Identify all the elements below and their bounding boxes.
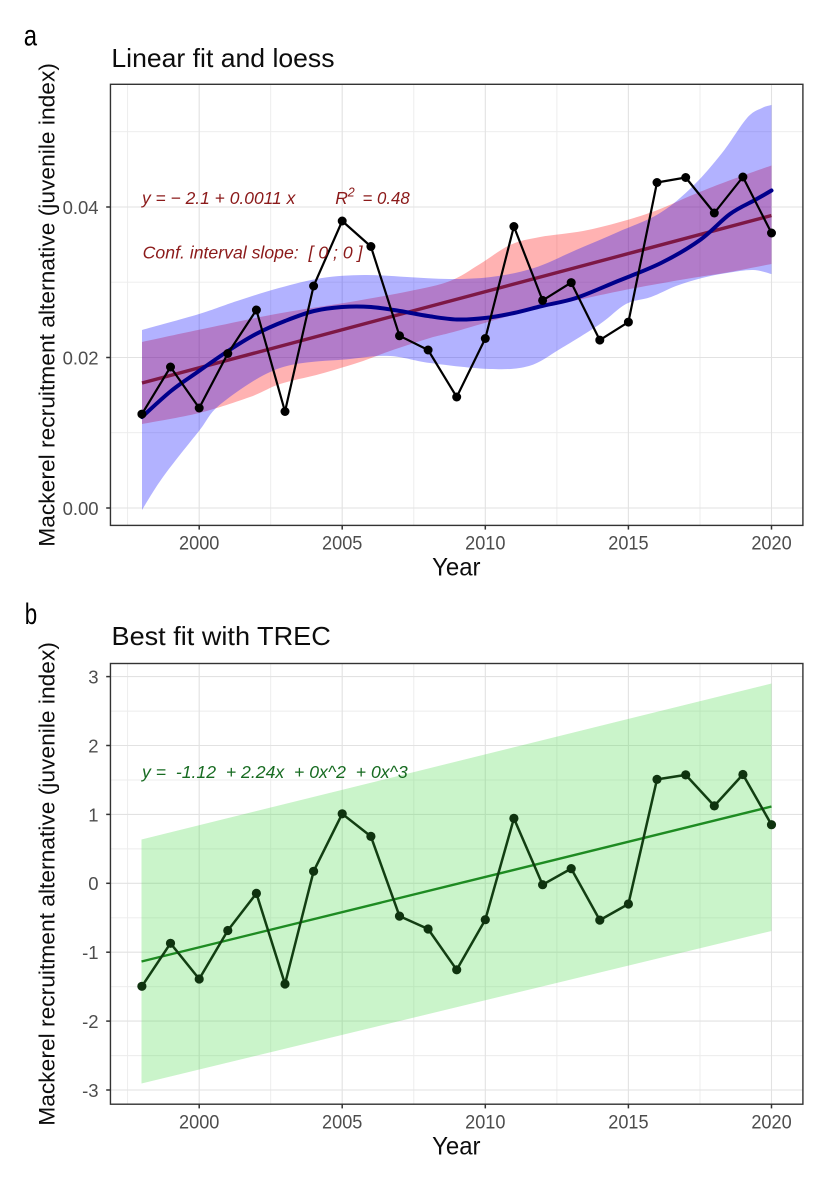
svg-text:-2: -2 <box>82 1011 98 1032</box>
svg-text:2010: 2010 <box>465 534 505 555</box>
svg-text:3: 3 <box>88 667 98 688</box>
svg-text:0.00: 0.00 <box>63 498 99 519</box>
svg-text:Linear fit and loess: Linear fit and loess <box>111 43 334 73</box>
svg-text:y = − 2.1 + 0.0011 x: y = − 2.1 + 0.0011 x <box>141 188 297 208</box>
svg-text:2015: 2015 <box>608 1112 648 1133</box>
svg-text:2000: 2000 <box>179 534 219 555</box>
svg-text:0: 0 <box>88 873 98 894</box>
svg-text:Year: Year <box>432 1132 480 1160</box>
svg-text:2: 2 <box>347 186 355 200</box>
svg-text:2010: 2010 <box>465 1112 505 1133</box>
svg-text:1: 1 <box>88 804 98 825</box>
svg-text:2020: 2020 <box>751 1112 791 1133</box>
svg-text:-3: -3 <box>82 1080 98 1101</box>
svg-text:y = -1.12 + 2.24x + 0x^2 +: y = -1.12 + 2.24x + 0x^2 + 0x^3 <box>141 762 408 782</box>
svg-text:2020: 2020 <box>751 534 791 555</box>
svg-text:2005: 2005 <box>322 534 362 555</box>
svg-text:Mackerel recruitment alternati: Mackerel recruitment alternative (juveni… <box>34 63 59 547</box>
svg-text:2: 2 <box>88 735 98 756</box>
svg-text:Mackerel recruitment alternati: Mackerel recruitment alternative (juveni… <box>34 642 59 1126</box>
svg-text:2000: 2000 <box>179 1112 219 1133</box>
svg-text:Year: Year <box>432 554 480 582</box>
svg-text:b: b <box>25 598 37 631</box>
svg-text:= 0.48: = 0.48 <box>363 188 410 208</box>
svg-text:-1: -1 <box>82 942 98 963</box>
svg-text:0.04: 0.04 <box>63 197 99 218</box>
svg-text:Best fit with TREC: Best fit with TREC <box>112 621 331 651</box>
svg-text:0.02: 0.02 <box>63 347 99 368</box>
svg-text:2015: 2015 <box>608 534 648 555</box>
svg-text:Conf. interval slope: [ 0 ; 0: Conf. interval slope: [ 0 ; 0 ] <box>143 243 364 263</box>
svg-text:a: a <box>24 20 38 53</box>
svg-text:2005: 2005 <box>322 1112 362 1133</box>
svg-text:R: R <box>335 188 348 208</box>
